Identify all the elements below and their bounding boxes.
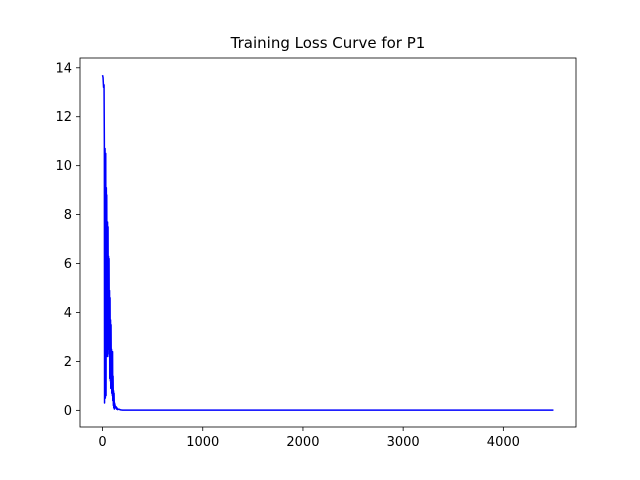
x-tick-label: 3000 — [387, 435, 420, 450]
loss-series-line-0 — [101, 74, 554, 411]
axes-frame — [79, 57, 577, 428]
x-tick-label: 1000 — [186, 435, 219, 450]
y-tick-label: 4 — [64, 306, 72, 321]
plot-area — [101, 74, 554, 411]
y-axis-ticks: 0 2 4 6 8 10 12 14 — [55, 61, 80, 419]
x-tick-label: 0 — [98, 435, 106, 450]
y-tick-label: 8 — [64, 208, 72, 223]
chart-title: Training Loss Curve for P1 — [230, 34, 426, 52]
y-tick-label: 14 — [55, 61, 72, 76]
x-axis-ticks: 0 1000 2000 3000 4000 — [98, 427, 520, 450]
x-tick-label: 2000 — [286, 435, 319, 450]
y-tick-label: 12 — [55, 110, 72, 125]
y-tick-label: 6 — [64, 257, 72, 272]
y-tick-label: 10 — [55, 159, 72, 174]
y-tick-label: 0 — [64, 404, 72, 419]
y-tick-label: 2 — [64, 355, 72, 370]
x-tick-label: 4000 — [487, 435, 520, 450]
